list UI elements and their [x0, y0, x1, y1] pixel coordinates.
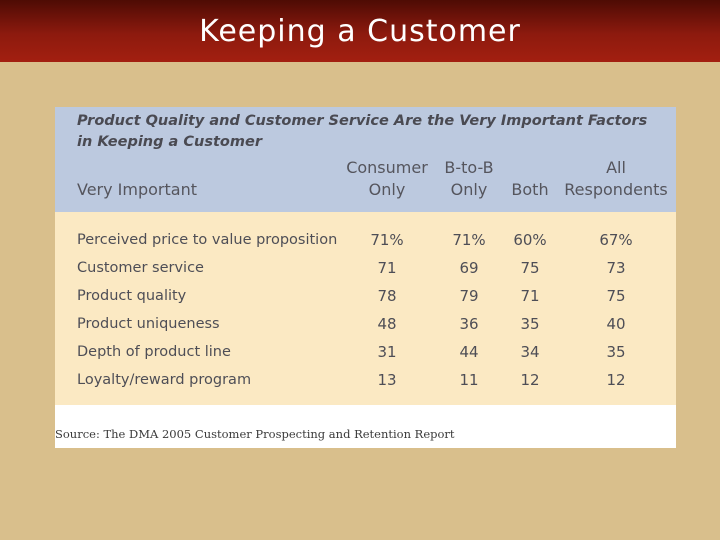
cell-all: 35 — [606, 343, 626, 361]
cell-all: 12 — [606, 371, 626, 389]
cell-consumer: 71% — [370, 231, 404, 249]
column-header-b2b-line2: Only — [450, 180, 488, 199]
cell-b2b: 44 — [459, 343, 479, 361]
table-header: Product Quality and Customer Service Are… — [55, 107, 676, 212]
table-footer — [55, 405, 676, 448]
cell-b2b: 11 — [459, 371, 479, 389]
cell-b2b: 69 — [459, 259, 479, 277]
cell-b2b: 36 — [459, 315, 479, 333]
table-caption: Product Quality and Customer Service Are… — [77, 113, 648, 150]
column-header-both-line2: Both — [511, 180, 549, 199]
cell-all: 73 — [606, 259, 626, 277]
row-label: Loyalty/reward program — [77, 372, 252, 388]
title-bar — [0, 0, 720, 62]
row-header-very-important: Very Important — [77, 180, 197, 199]
row-label: Depth of product line — [77, 344, 231, 360]
column-header-all-line2: Respondents — [564, 180, 668, 199]
source-note: Source: The DMA 2005 Customer Prospectin… — [55, 427, 455, 441]
cell-both: 35 — [520, 315, 540, 333]
cell-consumer: 13 — [377, 371, 397, 389]
column-header-consumer-line2: Only — [368, 180, 406, 199]
cell-b2b: 71% — [452, 231, 486, 249]
cell-consumer: 31 — [377, 343, 397, 361]
table-body: Perceived price to value proposition 71%… — [55, 212, 676, 405]
row-label: Customer service — [77, 260, 204, 276]
cell-all: 75 — [606, 287, 626, 305]
column-header-all-line1: All — [606, 158, 626, 177]
column-header-consumer-line1: Consumer — [346, 158, 428, 177]
cell-both: 34 — [520, 343, 540, 361]
row-label: Perceived price to value proposition — [77, 232, 338, 248]
cell-both: 75 — [520, 259, 540, 277]
column-header-b2b-line1: B-to-B — [444, 158, 494, 177]
cell-all: 67% — [599, 231, 633, 249]
cell-all: 40 — [606, 315, 626, 333]
data-table: Product Quality and Customer Service Are… — [55, 107, 676, 448]
cell-both: 71 — [520, 287, 540, 305]
row-label: Product uniqueness — [77, 316, 220, 332]
cell-consumer: 48 — [377, 315, 397, 333]
cell-both: 12 — [520, 371, 540, 389]
cell-both: 60% — [513, 231, 547, 249]
cell-consumer: 78 — [377, 287, 397, 305]
slide-title: Keeping a Customer — [199, 14, 521, 49]
cell-b2b: 79 — [459, 287, 479, 305]
cell-consumer: 71 — [377, 259, 397, 277]
row-label: Product quality — [77, 288, 187, 304]
